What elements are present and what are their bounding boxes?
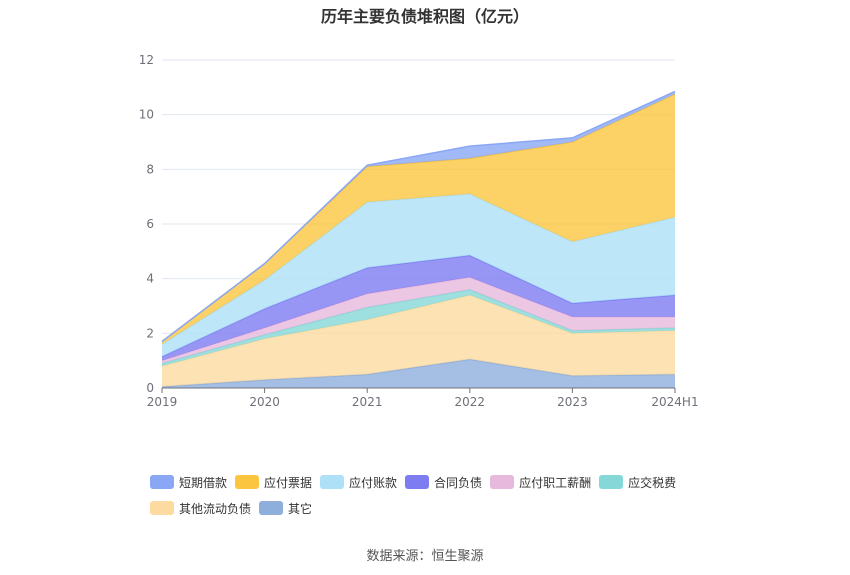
legend: 短期借款 应付票据 应付账款 合同负债 应付职工薪酬 应交税费其他流动负债 其它 <box>150 472 710 524</box>
legend-label: 应交税费 <box>628 475 677 490</box>
area-series-group <box>161 90 676 388</box>
legend-label: 短期借款 <box>179 475 228 490</box>
legend-item[interactable]: 其它 <box>259 498 312 518</box>
area-series-7[interactable] <box>162 91 675 342</box>
legend-swatch <box>599 475 624 489</box>
legend-swatch <box>235 475 260 489</box>
legend-item[interactable]: 应付票据 <box>235 472 312 492</box>
y-tick-label: 10 <box>139 108 154 122</box>
legend-swatch <box>150 475 174 489</box>
area-series-0[interactable] <box>162 359 675 388</box>
x-tick-label: 2024H1 <box>651 395 698 409</box>
x-tick-label: 2020 <box>249 395 280 409</box>
y-tick-label: 2 <box>146 326 154 340</box>
x-tick-label: 2021 <box>352 395 383 409</box>
legend-item[interactable]: 应付职工薪酬 <box>490 472 591 492</box>
legend-item[interactable]: 其他流动负债 <box>150 498 251 518</box>
chart-title: 历年主要负债堆积图（亿元） <box>320 7 529 26</box>
legend-item[interactable]: 短期借款 <box>150 472 227 492</box>
legend-label: 合同负债 <box>434 475 483 490</box>
area-series-5[interactable] <box>162 193 675 357</box>
area-series-2[interactable] <box>162 289 675 367</box>
legend-swatch <box>405 475 430 489</box>
legend-label: 应付票据 <box>264 475 313 490</box>
legend-label: 其他流动负债 <box>179 501 252 516</box>
y-tick-label: 12 <box>139 53 154 67</box>
area-series-4[interactable] <box>162 255 675 361</box>
area-series-6[interactable] <box>162 94 675 345</box>
area-series-1[interactable] <box>162 295 675 387</box>
area-series-3[interactable] <box>162 277 675 364</box>
legend-label: 其它 <box>288 501 313 516</box>
legend-label: 应付账款 <box>349 475 398 490</box>
legend-swatch <box>490 475 515 489</box>
legend-item[interactable]: 应交税费 <box>599 472 676 492</box>
legend-item[interactable]: 应付账款 <box>320 472 397 492</box>
area-series-line-7 <box>161 90 676 343</box>
x-tick-label: 2022 <box>455 395 486 409</box>
x-tick-label: 2023 <box>557 395 588 409</box>
axes: 0 2 4 6 8 10 12 2019 2020 2021 2022 2023 2024H1 <box>139 53 699 409</box>
legend-swatch <box>150 501 174 515</box>
x-tick-label: 2019 <box>147 395 178 409</box>
source-note: 数据来源：恒生聚源 <box>366 549 484 564</box>
y-tick-label: 0 <box>146 381 154 395</box>
y-tick-label: 8 <box>146 162 154 176</box>
y-tick-label: 6 <box>146 217 154 231</box>
legend-label: 应付职工薪酬 <box>519 475 592 490</box>
legend-swatch <box>259 501 284 515</box>
legend-swatch <box>320 475 345 489</box>
legend-item[interactable]: 合同负债 <box>405 472 482 492</box>
y-tick-label: 4 <box>146 272 154 286</box>
